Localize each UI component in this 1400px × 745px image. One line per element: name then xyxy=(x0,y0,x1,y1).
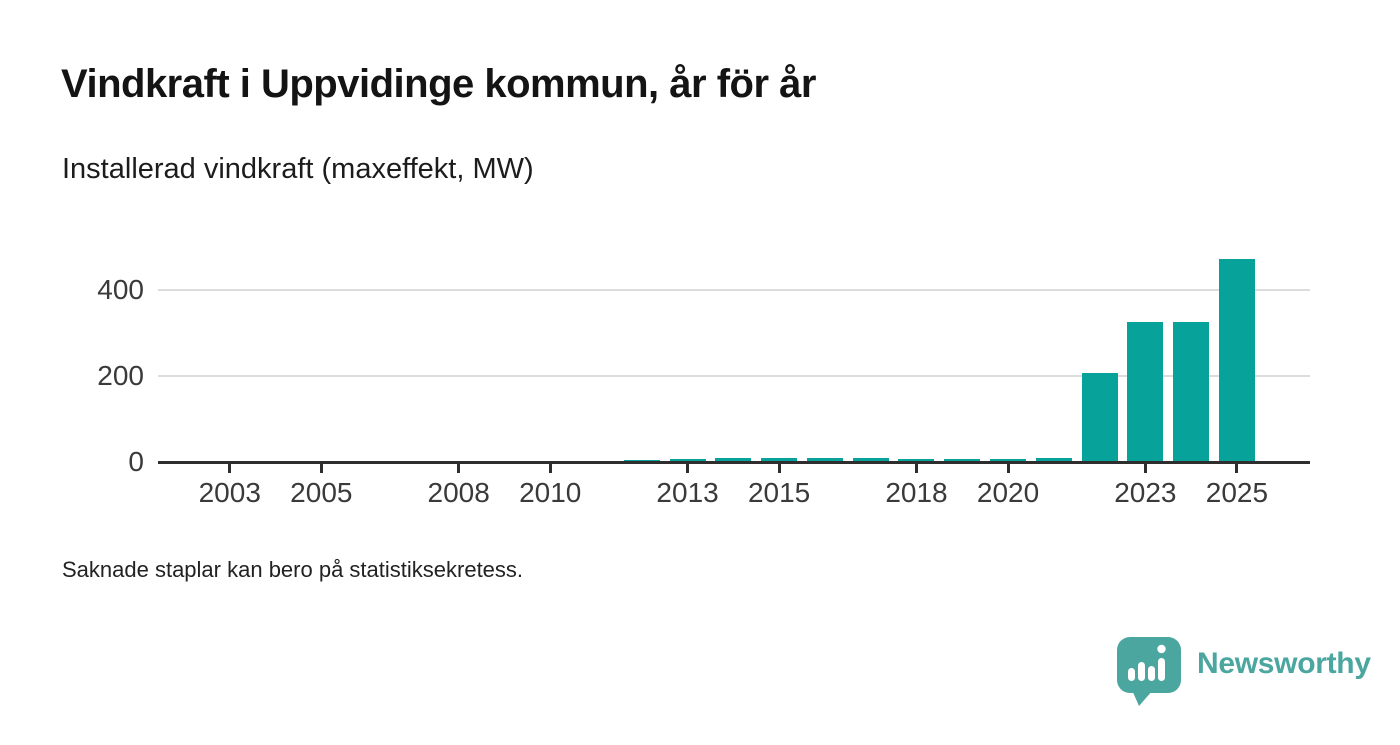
bar-2015 xyxy=(761,458,798,462)
x-tick-2005 xyxy=(319,464,323,473)
bar-2024 xyxy=(1173,322,1210,462)
x-axis-label-2010: 2010 xyxy=(519,477,582,508)
y-axis-label-0: 0 xyxy=(128,446,144,477)
x-tick-2003 xyxy=(228,464,232,473)
x-tick-2023 xyxy=(1143,464,1147,473)
bar-2016 xyxy=(806,458,843,462)
x-axis-label-2003: 2003 xyxy=(198,477,261,508)
x-axis-label-2023: 2023 xyxy=(1114,477,1177,508)
x-tick-2010 xyxy=(548,464,552,473)
x-tick-2013 xyxy=(686,464,690,473)
gridline-400 xyxy=(158,289,1310,291)
bar-2025 xyxy=(1218,259,1255,462)
x-tick-2018 xyxy=(914,464,918,473)
bar-2014 xyxy=(715,458,752,462)
newsworthy-logo-text: Newsworthy xyxy=(1197,647,1371,680)
gridline-200 xyxy=(158,375,1310,377)
chart-subtitle: Installerad vindkraft (maxeffekt, MW) xyxy=(62,153,534,185)
bar-2017 xyxy=(852,458,889,462)
x-tick-2020 xyxy=(1006,464,1010,473)
x-tick-2025 xyxy=(1235,464,1239,473)
x-axis-label-2013: 2013 xyxy=(656,477,719,508)
x-axis-label-2005: 2005 xyxy=(290,477,353,508)
x-tick-2008 xyxy=(457,464,461,473)
x-axis-label-2018: 2018 xyxy=(885,477,948,508)
chart-title: Vindkraft i Uppvidinge kommun, år för år xyxy=(61,62,816,106)
footnote: Saknade staplar kan bero på statistiksek… xyxy=(62,557,524,582)
x-tick-2015 xyxy=(777,464,781,473)
bar-2022 xyxy=(1081,373,1118,462)
x-axis-label-2025: 2025 xyxy=(1205,477,1269,508)
bar-2021 xyxy=(1035,458,1072,462)
y-axis-label-200: 200 xyxy=(97,360,144,391)
y-axis-label-400: 400 xyxy=(97,274,144,305)
newsworthy-logo: Newsworthy xyxy=(1116,636,1371,708)
x-axis-label-2008: 2008 xyxy=(427,477,490,508)
x-axis-line xyxy=(158,460,1310,464)
bar-2023 xyxy=(1127,322,1164,462)
x-axis-label-2015: 2015 xyxy=(747,477,811,508)
x-axis-label-2020: 2020 xyxy=(976,477,1040,508)
newsworthy-logo-icon xyxy=(1117,637,1181,706)
